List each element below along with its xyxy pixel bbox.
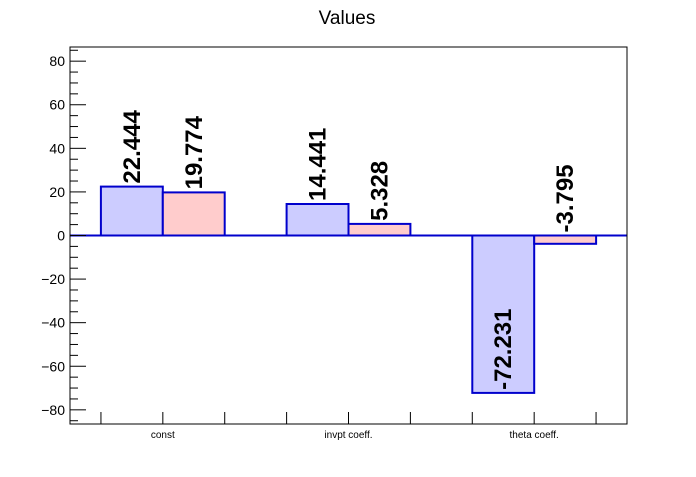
- data-label-s2-const: 19.774: [181, 115, 208, 189]
- data-label-s2-theta-coeff-: -3.795: [552, 164, 579, 232]
- y-tick-label: −60: [41, 358, 65, 374]
- data-label-s1-const: 22.444: [119, 110, 146, 184]
- data-label-s1-invpt-coeff-: 14.441: [305, 128, 332, 201]
- axis-layer: −80 −60 −40 −20 0 20 40 60 80 const invpt coeff. th…: [41, 46, 628, 441]
- x-tick-label: invpt coeff.: [324, 430, 372, 441]
- y-tick-label: 80: [49, 53, 65, 69]
- y-tick-label: 60: [49, 97, 65, 113]
- data-label-s2-invpt-coeff-: 5.328: [366, 161, 393, 221]
- y-tick-label: −20: [41, 271, 65, 287]
- chart-title: Values: [319, 8, 376, 29]
- y-tick-label: 20: [49, 184, 65, 200]
- bar-s2-invpt-coeff-: [347, 222, 412, 237]
- x-tick-label: theta coeff.: [510, 430, 559, 441]
- bars-layer: [99, 185, 598, 394]
- bar-s1-theta-coeff-: [471, 234, 536, 394]
- y-tick-label: 40: [49, 140, 65, 156]
- bar-s1-invpt-coeff-: [285, 203, 350, 237]
- data-labels-layer: 22.444 14.441 -72.231 19.774 5.328 -3.795: [119, 110, 579, 390]
- y-tick-label: −40: [41, 315, 65, 331]
- bar-s2-theta-coeff-: [533, 234, 598, 245]
- bar-s1-const: [99, 185, 164, 237]
- bar-s2-const: [161, 191, 226, 237]
- y-tick-label: 0: [57, 228, 65, 244]
- y-tick-label: −80: [41, 402, 65, 418]
- data-label-s1-theta-coeff-: -72.231: [490, 308, 517, 389]
- x-tick-label: const: [151, 430, 175, 441]
